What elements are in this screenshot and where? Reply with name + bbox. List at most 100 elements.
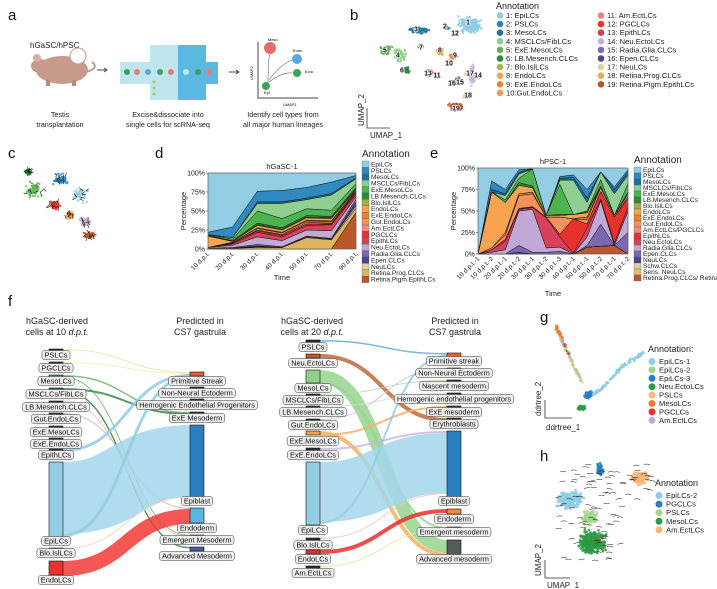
cell-point: [441, 48, 444, 51]
cell-point: [38, 182, 41, 186]
cluster-number: 13: [424, 71, 432, 78]
cell-point: [470, 84, 473, 88]
cell-point: [590, 544, 593, 547]
right-header-line2: CS7 gastrula: [429, 327, 481, 337]
cell-point: [625, 363, 629, 366]
legend-item-label: EpiLCs: [643, 167, 665, 174]
cell-point: [469, 31, 473, 34]
cell-point: [610, 376, 614, 380]
cluster-number: 2: [443, 24, 447, 31]
left-node-bar: [305, 369, 321, 384]
cell-point: [457, 15, 460, 18]
mini-umap-y-axis: UMAP2: [249, 65, 254, 80]
cell-point: [579, 379, 582, 382]
y-tick-label: 100%: [457, 166, 475, 173]
left-header-dpt: d.p.t.: [324, 327, 344, 337]
velocity-arrow: [85, 237, 88, 242]
cell-point: [61, 181, 64, 184]
cell-point: [461, 22, 464, 25]
velocity-streamline: [619, 481, 626, 484]
panel-h-umap-velocity: [555, 461, 657, 562]
cell-point: [594, 391, 597, 394]
cell-point: [451, 80, 455, 83]
velocity-streamline: [602, 491, 609, 494]
velocity-arrow: [56, 177, 61, 180]
legend-item-label: EndoLCs: [643, 209, 671, 216]
velocity-streamline: [558, 504, 565, 507]
y-axis-label: UMAP_2: [534, 543, 543, 576]
cell-point: [598, 465, 602, 469]
cell-point: [470, 76, 474, 79]
cell-point: [387, 52, 390, 56]
arrow-icon: [97, 67, 108, 73]
velocity-streamline: [613, 515, 620, 517]
right-node-label-box: [168, 413, 226, 423]
velocity-streamline: [595, 473, 603, 475]
velocity-streamline: [555, 496, 562, 498]
cell-point: [419, 28, 423, 31]
cell-point: [583, 405, 586, 408]
cell-point: [438, 50, 441, 53]
mini-umap-meso: Meso: [268, 37, 279, 42]
velocity-streamline: [606, 551, 613, 553]
left-header-line2: cells at 20 d.p.t.: [280, 327, 343, 337]
y-axis-label: ddrtree_2: [534, 381, 543, 416]
legend-swatch: [633, 214, 642, 222]
cell-point: [574, 488, 577, 492]
cell-point: [409, 28, 412, 32]
cell-point: [555, 325, 558, 329]
cell-point: [394, 56, 397, 59]
panel-a-workflow: hGaSC/hPSC Meso Endo Ecto: [30, 37, 323, 129]
velocity-streamline: [555, 527, 562, 530]
right-node-label: Hemogenic Endothelial Progenitors: [139, 401, 255, 410]
velocity-streamline: [559, 480, 566, 483]
legend-swatch: [633, 232, 642, 240]
legend-swatch: [633, 190, 642, 198]
cell-point: [448, 102, 451, 105]
velocity-streamline: [574, 473, 581, 476]
cell-point: [75, 193, 78, 196]
cell-point: [79, 219, 83, 222]
velocity-streamline: [614, 471, 621, 473]
left-node-label: EpiLCs: [44, 537, 68, 546]
y-axis-label: Percentage: [179, 192, 188, 230]
sankey-link: [319, 433, 448, 522]
cell-point: [76, 199, 79, 202]
cell-point: [452, 104, 455, 107]
cluster-number: 9: [453, 53, 457, 60]
velocity-streamline: [634, 469, 641, 472]
legend-swatch: [496, 89, 504, 97]
y-tick-label: 75%: [461, 187, 475, 194]
legend-item-label: Gut.EndoLCs: [371, 219, 411, 226]
velocity-streamline: [578, 522, 585, 524]
legend-swatch: [361, 250, 370, 258]
cell-point: [64, 177, 67, 180]
cell-point: [52, 179, 56, 182]
cell-point: [66, 216, 69, 220]
cell-point: [418, 31, 421, 34]
legend-item-label: EpithLCs: [643, 233, 670, 240]
legend-swatch: [361, 237, 370, 245]
left-node-bar: [305, 549, 321, 555]
cell-point: [477, 20, 480, 23]
sankey-links: [319, 340, 448, 567]
cell-point: [581, 534, 585, 538]
cell-point: [468, 30, 471, 33]
legend-swatch: [597, 55, 605, 62]
legend-swatch: [655, 509, 663, 517]
right-node-label-box: [168, 376, 226, 386]
cell-point: [604, 382, 608, 386]
right-node-label-box: [136, 400, 258, 410]
cell-point: [449, 56, 452, 59]
cell-point: [81, 201, 85, 204]
velocity-arrow: [88, 234, 91, 239]
cell-point: [586, 548, 590, 552]
cell-point: [567, 494, 570, 497]
legend-swatch: [655, 517, 663, 525]
cell-point: [474, 20, 478, 23]
legend-item-label: Retina.Prog.CLCs/ Retina.Pigm.EpithLCs: [643, 275, 717, 282]
cell-point: [600, 388, 603, 391]
